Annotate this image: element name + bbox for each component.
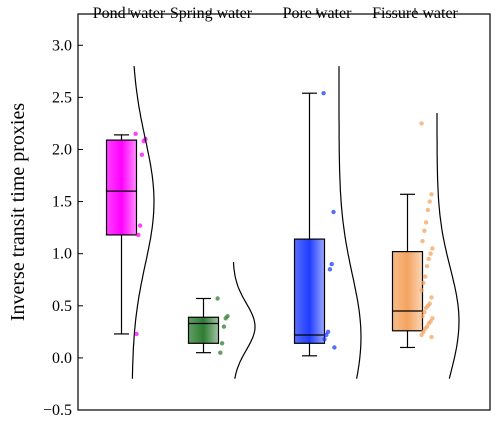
data-point <box>429 192 434 197</box>
data-point <box>221 324 227 329</box>
data-point <box>137 223 143 228</box>
y-tick-label: 1.0 <box>52 246 72 263</box>
y-tick-label: 2.5 <box>52 89 72 106</box>
data-point <box>419 287 424 293</box>
data-point <box>215 296 220 301</box>
data-point <box>428 251 433 256</box>
box-group-pore-water <box>293 66 362 379</box>
data-point <box>332 345 337 350</box>
data-point <box>327 267 333 272</box>
data-point <box>429 295 434 300</box>
density-curve <box>232 261 256 379</box>
box-group-pond-water <box>105 66 155 379</box>
data-point <box>329 261 334 267</box>
data-point <box>419 121 424 126</box>
data-point <box>218 350 223 355</box>
y-tick-label: 3.0 <box>52 37 72 54</box>
data-point <box>322 336 327 342</box>
density-curve <box>436 113 460 379</box>
box-iqr <box>293 238 326 344</box>
y-tick-label: 0.0 <box>52 350 72 367</box>
data-point <box>141 138 146 144</box>
y-axis-title: Inverse transit time proxies <box>7 103 29 321</box>
x-axis-top: Pond water Spring water Pore water Fissure … <box>93 5 459 22</box>
y-tick-label: 2.0 <box>52 141 72 158</box>
data-point <box>133 131 138 137</box>
box-iqr <box>187 316 220 344</box>
density-curve <box>131 66 155 379</box>
data-point <box>422 228 427 233</box>
y-tick-label: 1.5 <box>52 194 72 211</box>
data-point <box>423 305 429 311</box>
data-point <box>419 332 424 338</box>
data-point <box>219 341 225 346</box>
plot-frame <box>77 13 491 411</box>
box-iqr <box>391 251 424 332</box>
data-point <box>426 256 431 262</box>
data-point <box>430 246 435 251</box>
data-point <box>331 209 336 215</box>
category-label: Fissure water <box>372 5 458 22</box>
y-tick-label: −0.5 <box>43 402 72 419</box>
data-point <box>424 263 430 269</box>
data-point <box>423 220 429 225</box>
data-point <box>321 91 326 96</box>
data-point <box>429 334 434 340</box>
data-point <box>324 332 329 338</box>
category-label: Pore water <box>283 5 353 22</box>
y-axis: −0.5 0.0 0.5 1.0 1.5 2.0 2.5 3.0 <box>43 37 83 419</box>
data-point <box>423 274 428 279</box>
category-label: Pond water <box>93 5 166 22</box>
category-label: Spring water <box>170 5 253 22</box>
data-point <box>427 199 432 204</box>
data-point <box>425 207 431 213</box>
box-group-fissure-water <box>391 113 460 379</box>
chart-marks <box>105 66 460 379</box>
data-point <box>420 314 425 319</box>
data-point <box>139 152 145 157</box>
box-iqr <box>105 139 138 236</box>
box-group-spring-water <box>187 261 256 379</box>
data-point <box>223 316 228 321</box>
data-point <box>422 309 427 315</box>
y-tick-label: 0.5 <box>52 298 72 315</box>
data-point <box>420 238 425 244</box>
data-point <box>136 232 141 238</box>
data-point <box>421 280 426 286</box>
density-curve <box>338 66 362 379</box>
data-point <box>134 331 139 337</box>
